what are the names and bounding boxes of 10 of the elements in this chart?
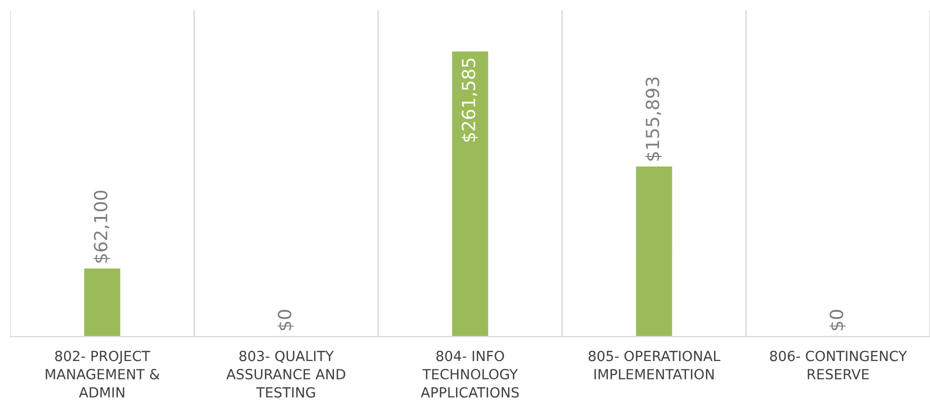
x-tick-label: 804- INFO TECHNOLOGY APPLICATIONS	[420, 350, 519, 398]
data-label: $0	[277, 310, 294, 330]
x-tick-label: 803- QUALITY ASSURANCE AND TESTING	[226, 350, 346, 398]
x-tick-label: 806- CONTINGENCY RESERVE	[770, 350, 907, 380]
data-label: $0	[829, 310, 846, 330]
data-label: $261,585	[461, 58, 478, 142]
data-label: $62,100	[93, 190, 110, 263]
x-tick-label: 802- PROJECT MANAGEMENT & ADMIN	[46, 350, 160, 398]
x-tick-label: 805- OPERATIONAL IMPLEMENTATION	[588, 350, 720, 380]
data-label: $155,893	[645, 77, 662, 161]
